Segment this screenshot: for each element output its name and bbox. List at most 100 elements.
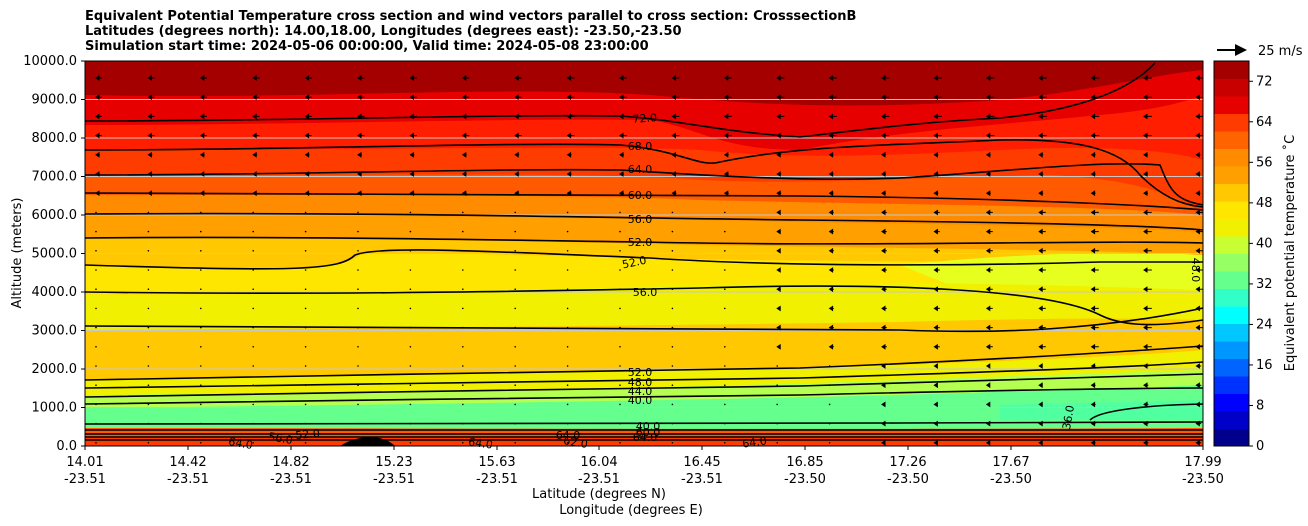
wind-vector	[933, 209, 940, 216]
wind-vector	[357, 288, 359, 291]
wind-vector	[985, 324, 993, 331]
wind-vector	[1038, 286, 1046, 293]
wind-vector	[566, 230, 569, 233]
x-tick-lat: 15.23	[375, 455, 412, 470]
wind-vector	[671, 132, 680, 139]
contour-48	[85, 361, 1203, 389]
x-tick-lon: -23.51	[270, 472, 312, 487]
wind-vector	[1195, 324, 1203, 331]
wind-vector	[147, 211, 150, 214]
wind-vector	[462, 384, 464, 387]
wind-vector	[1038, 190, 1044, 197]
wind-vector	[1038, 343, 1046, 350]
wind-vector	[933, 267, 940, 273]
y-tick-label: 5000.0	[32, 247, 78, 262]
x-tick-lon: -23.51	[578, 472, 620, 487]
wind-vector	[1195, 267, 1203, 273]
wind-vector	[1143, 151, 1148, 158]
contour-labels: 72.068.064.060.056.052.052.056.052.048.0…	[227, 111, 1202, 452]
wind-vector	[95, 132, 102, 139]
wind-vector	[252, 403, 254, 406]
x-tick-lon: -23.50	[990, 472, 1032, 487]
wind-vector	[514, 75, 522, 81]
wind-vector	[409, 307, 412, 310]
wind-vector	[514, 288, 516, 291]
wind-vector	[304, 346, 307, 348]
wind-vector	[1038, 209, 1046, 216]
wind-vector	[671, 211, 674, 214]
wind-vector	[671, 269, 674, 271]
wind-vector	[304, 307, 307, 310]
wind-vector	[671, 190, 677, 197]
x-tick-lat: 16.85	[786, 455, 823, 470]
wind-vector	[828, 286, 834, 293]
wind-vector	[357, 75, 365, 81]
wind-vector	[252, 211, 254, 214]
wind-vector	[1038, 382, 1043, 389]
wind-vector	[881, 151, 886, 158]
wind-vector	[199, 75, 207, 81]
wind-vector	[881, 190, 886, 197]
wind-vector	[1090, 151, 1096, 158]
wind-vector	[461, 94, 470, 101]
colorbar-segment	[1214, 218, 1249, 237]
wind-vector	[1090, 286, 1099, 293]
wind-vector	[304, 94, 312, 101]
wind-vector	[1090, 363, 1096, 369]
x-tick-lon: -23.51	[167, 472, 209, 487]
wind-vector	[724, 250, 726, 252]
wind-vector	[1038, 94, 1047, 101]
wind-vector	[828, 403, 831, 406]
wind-vector	[828, 113, 837, 120]
wind-vector	[566, 171, 572, 177]
contour-72	[85, 62, 1156, 138]
wind-vector	[461, 113, 470, 120]
wind-vector	[409, 326, 412, 329]
wind-vector	[357, 230, 359, 233]
wind-vector	[619, 190, 624, 197]
wind-vector	[1195, 305, 1203, 312]
title-line-3: Simulation start time: 2024-05-06 00:00:…	[85, 39, 649, 54]
wind-vector	[776, 247, 781, 254]
wind-vector	[514, 422, 516, 425]
wind-vector	[199, 190, 205, 197]
wind-vector	[514, 171, 520, 177]
wind-vector	[776, 113, 785, 120]
colorbar-segment	[1214, 61, 1249, 79]
wind-vector	[619, 288, 621, 291]
wind-vector	[1038, 171, 1044, 177]
y-tick-label: 9000.0	[32, 93, 78, 108]
wind-vector	[776, 267, 781, 273]
wind-vector	[985, 228, 993, 235]
wind-vector	[147, 94, 155, 101]
wind-vector	[409, 403, 412, 406]
wind-vector	[252, 422, 254, 425]
wind-vector	[95, 307, 97, 310]
contour-label: 64.0	[633, 431, 658, 444]
wind-vector	[1143, 94, 1152, 101]
wind-vector	[1090, 324, 1099, 331]
wind-vector	[147, 442, 150, 444]
wind-vector	[881, 228, 887, 235]
x-tick-lat: 14.82	[272, 455, 309, 470]
wind-vector	[304, 365, 307, 367]
wind-vector	[828, 209, 834, 216]
wind-vector	[95, 384, 97, 387]
colorbar-segment	[1214, 428, 1249, 447]
wind-vector	[1143, 286, 1152, 293]
wind-vector	[619, 151, 624, 158]
wind-vector	[933, 439, 938, 446]
wind-vector	[881, 382, 886, 389]
contour-label: 44.0	[628, 385, 653, 398]
wind-vector	[1143, 363, 1149, 369]
wind-vector	[304, 75, 312, 81]
wind-vector	[619, 211, 621, 214]
colorbar-tick-label: 64	[1256, 115, 1273, 130]
contour-label: 48.0	[1189, 258, 1202, 283]
wind-vector	[776, 286, 781, 293]
wind-vector	[1038, 267, 1046, 273]
wind-vector	[985, 305, 993, 312]
wind-vector	[671, 307, 674, 310]
x-tick-lon: -23.51	[681, 472, 723, 487]
wind-vector	[200, 384, 202, 387]
